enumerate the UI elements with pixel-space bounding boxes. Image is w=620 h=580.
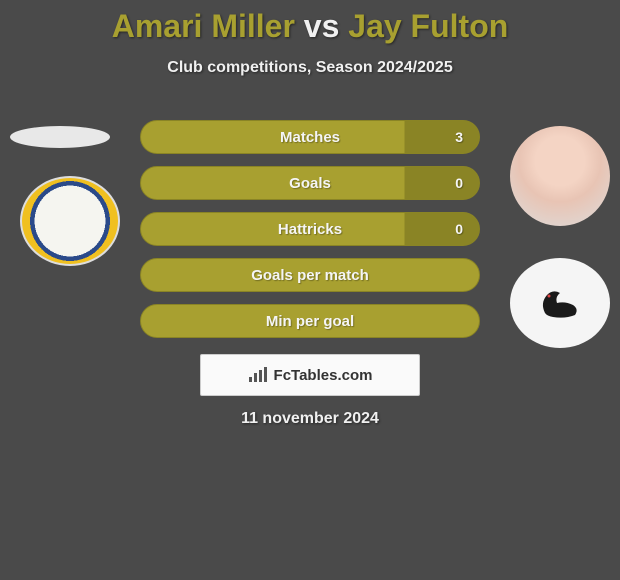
player2-club-badge	[510, 258, 610, 348]
stat-label: Hattricks	[278, 221, 342, 238]
stat-row-hattricks: Hattricks 0	[140, 212, 480, 246]
stat-row-goals-per-match: Goals per match	[140, 258, 480, 292]
chart-icon	[248, 367, 268, 383]
stat-label: Matches	[280, 129, 340, 146]
stats-column: Matches 3 Goals 0 Hattricks 0 Goals per …	[140, 120, 480, 350]
stat-row-min-per-goal: Min per goal	[140, 304, 480, 338]
player1-avatar	[10, 126, 110, 148]
player1-club-badge	[20, 176, 120, 266]
player2-avatar	[510, 126, 610, 226]
stat-value: 3	[455, 129, 463, 145]
stat-label: Goals	[289, 175, 331, 192]
stat-row-goals: Goals 0	[140, 166, 480, 200]
stat-value: 0	[455, 221, 463, 237]
stat-label: Min per goal	[266, 313, 354, 330]
swan-icon	[535, 283, 585, 323]
player1-name: Amari Miller	[112, 8, 295, 44]
subtitle: Club competitions, Season 2024/2025	[0, 59, 620, 77]
stat-label: Goals per match	[251, 267, 369, 284]
date-text: 11 november 2024	[0, 410, 620, 428]
comparison-title: Amari Miller vs Jay Fulton	[0, 0, 620, 45]
stat-row-matches: Matches 3	[140, 120, 480, 154]
branding-text: FcTables.com	[274, 367, 373, 384]
player2-name: Jay Fulton	[348, 8, 508, 44]
branding-box[interactable]: FcTables.com	[200, 354, 420, 396]
vs-text: vs	[304, 8, 340, 44]
stat-value: 0	[455, 175, 463, 191]
